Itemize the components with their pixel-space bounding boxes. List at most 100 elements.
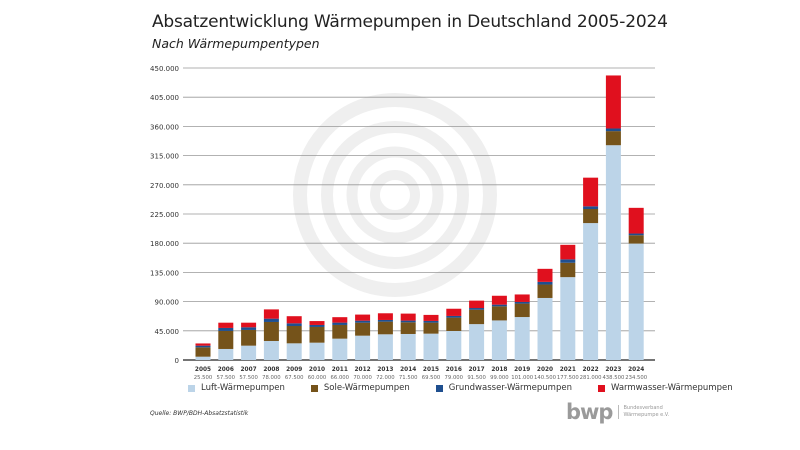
- bar-segment: [195, 343, 211, 346]
- bar-segment: [309, 326, 325, 343]
- bar-segment: [241, 327, 257, 330]
- y-tick-label: 225.000: [150, 211, 179, 219]
- bar-segment: [514, 317, 530, 360]
- total-label: 177.500: [557, 375, 580, 381]
- total-label: 91.500: [467, 375, 486, 381]
- bar-segment: [560, 262, 576, 278]
- bar-segment: [263, 321, 279, 341]
- bar-segment: [263, 340, 279, 360]
- legend-swatch: [310, 384, 318, 392]
- y-tick-label: 90.000: [155, 299, 180, 307]
- bar-segment: [446, 317, 462, 331]
- bar-segment: [377, 321, 393, 335]
- chart-title: Absatzentwicklung Wärmepumpen in Deutsch…: [152, 12, 668, 32]
- total-label: 71.500: [399, 375, 418, 381]
- x-tick-label: 2008: [263, 367, 279, 373]
- y-tick-label: 360.000: [150, 123, 179, 131]
- total-label: 72.000: [376, 375, 395, 381]
- legend-label: Grundwasser-Wärmepumpen: [448, 383, 572, 393]
- bar-segment: [537, 297, 553, 360]
- x-tick-label: 2011: [332, 367, 348, 373]
- bar-segment: [332, 338, 348, 360]
- bar-segment: [628, 233, 644, 236]
- legend-swatch: [188, 384, 195, 392]
- bar-segment: [628, 235, 644, 244]
- total-label: 69.500: [422, 375, 441, 381]
- bar-segment: [583, 209, 599, 224]
- bar-segment: [400, 333, 416, 360]
- bar-segment: [218, 348, 234, 360]
- bar-segment: [355, 314, 371, 321]
- bar-segment: [263, 309, 279, 319]
- bar-segment: [355, 320, 371, 323]
- legend-item-sole: Sole-Wärmepumpen: [310, 383, 410, 393]
- bar-segment: [446, 315, 462, 318]
- x-tick-label: 2010: [309, 367, 325, 373]
- bar-segment: [241, 322, 257, 328]
- total-label: 70.000: [353, 375, 372, 381]
- total-label: 57.500: [239, 375, 258, 381]
- bar-segment: [423, 320, 439, 323]
- x-tick-label: 2020: [537, 367, 553, 373]
- bar-segment: [560, 277, 576, 360]
- bar-segment: [309, 342, 325, 360]
- total-label: 438.500: [602, 375, 625, 381]
- legend-swatch: [435, 384, 443, 392]
- bar-segment: [423, 314, 439, 321]
- bar-segment: [583, 223, 599, 360]
- total-label: 60.000: [308, 375, 327, 381]
- bar-segment: [377, 319, 393, 322]
- bar-segment: [195, 345, 211, 348]
- logo-line2: Wärmepumpe e.V.: [623, 412, 670, 418]
- watermark-spiral: [293, 93, 497, 297]
- bar-segment: [241, 329, 257, 346]
- total-label: 66.000: [331, 375, 350, 381]
- bar-segment: [241, 345, 257, 360]
- bar-segment: [400, 313, 416, 321]
- bar-segment: [537, 268, 553, 282]
- legend-label: Sole-Wärmepumpen: [323, 383, 410, 393]
- source-note: Quelle: BWP/BDH-Absatzstatistik: [150, 410, 249, 417]
- x-tick-label: 2024: [628, 367, 644, 373]
- y-tick-label: 180.000: [150, 240, 179, 248]
- total-label: 79.000: [445, 375, 464, 381]
- total-label: 281.000: [580, 375, 603, 381]
- bar-segment: [583, 177, 599, 207]
- bar-segment: [469, 308, 485, 310]
- bwp-logo: bwp Bundesverband Wärmepumpe e.V.: [566, 400, 669, 424]
- bar-segment: [605, 131, 621, 146]
- x-tick-label: 2021: [560, 367, 576, 373]
- legend: Luft-Wärmepumpen Sole-Wärmepumpen Grundw…: [188, 383, 733, 393]
- bar-segment: [446, 330, 462, 360]
- total-label: 25.500: [194, 375, 213, 381]
- bar-segment: [514, 303, 530, 318]
- bar-segment: [400, 322, 416, 334]
- x-tick-label: 2009: [286, 367, 302, 373]
- x-tick-label: 2017: [469, 367, 485, 373]
- bar-segment: [332, 317, 348, 323]
- x-tick-label: 2022: [583, 367, 599, 373]
- total-label: 140.500: [534, 375, 557, 381]
- y-tick-label: 270.000: [150, 182, 179, 190]
- x-tick-label: 2012: [355, 367, 371, 373]
- legend-swatch: [597, 384, 605, 392]
- total-label: 99.000: [490, 375, 509, 381]
- y-tick-label: 315.000: [150, 153, 179, 161]
- bar-segment: [355, 322, 371, 336]
- bar-segment: [332, 324, 348, 339]
- bar-segment: [423, 322, 439, 334]
- total-label: 78.000: [262, 375, 281, 381]
- x-tick-label: 2007: [241, 367, 257, 373]
- bar-segment: [286, 343, 302, 360]
- bar-segment: [560, 244, 576, 260]
- logo-mark: bwp: [566, 400, 613, 424]
- bar-segment: [355, 335, 371, 360]
- x-tick-label: 2016: [446, 367, 462, 373]
- bar-segment: [332, 322, 348, 325]
- bar-segment: [514, 294, 530, 302]
- bar-segment: [218, 322, 234, 328]
- bar-segment: [469, 324, 485, 360]
- legend-label: Luft-Wärmepumpen: [201, 383, 285, 393]
- bar-segment: [286, 323, 302, 326]
